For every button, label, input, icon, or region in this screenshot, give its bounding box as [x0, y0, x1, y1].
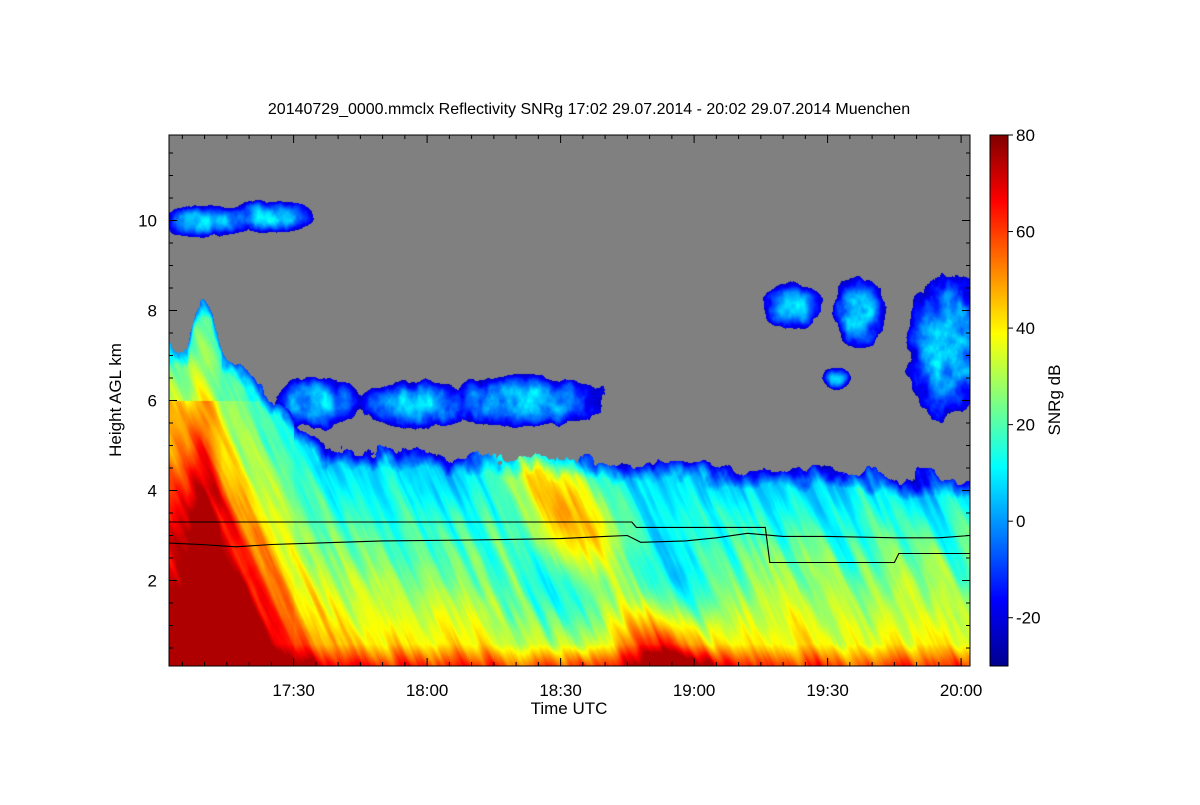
y-tick-label: 4 [148, 482, 157, 501]
x-tick-label: 18:30 [539, 681, 582, 700]
chart-title: 20140729_0000.mmclx Reflectivity SNRg 17… [268, 101, 910, 118]
x-tick-label: 19:30 [806, 681, 849, 700]
overlay-line-1 [169, 521, 970, 564]
overlay-lines [169, 521, 970, 564]
y-tick-label: 6 [148, 392, 157, 411]
colorbar-tick-label: 20 [1016, 416, 1035, 435]
x-tick-label: 17:30 [272, 681, 315, 700]
colorbar-tick-label: 0 [1016, 512, 1025, 531]
y-axis-label: Height AGL km [106, 343, 125, 457]
x-axis-label: Time UTC [531, 699, 608, 718]
colorbar [989, 134, 1009, 667]
colorbar-tick-label: 60 [1016, 223, 1035, 242]
colorbar-tick-label: 80 [1016, 126, 1035, 145]
y-tick-label: 10 [138, 212, 157, 231]
y-tick-label: 2 [148, 572, 157, 591]
heatmap-raster [169, 135, 970, 666]
heatmap-field [169, 135, 970, 666]
x-tick-label: 20:00 [940, 681, 983, 700]
overlay-line-2 [169, 532, 970, 548]
y-tick-label: 8 [148, 302, 157, 321]
colorbar-tick-label: 40 [1016, 319, 1035, 338]
colorbar-tick-label: -20 [1016, 609, 1041, 628]
colorbar-label: SNRg dB [1045, 365, 1064, 436]
x-tick-label: 18:00 [406, 681, 449, 700]
axes: 17:30 18:00 18:30 19:00 19:30 20:00 2 4 6 8 10 [138, 135, 982, 700]
x-tick-label: 19:00 [673, 681, 716, 700]
colorbar-ticks: -20 0 20 40 60 80 [1008, 126, 1041, 628]
